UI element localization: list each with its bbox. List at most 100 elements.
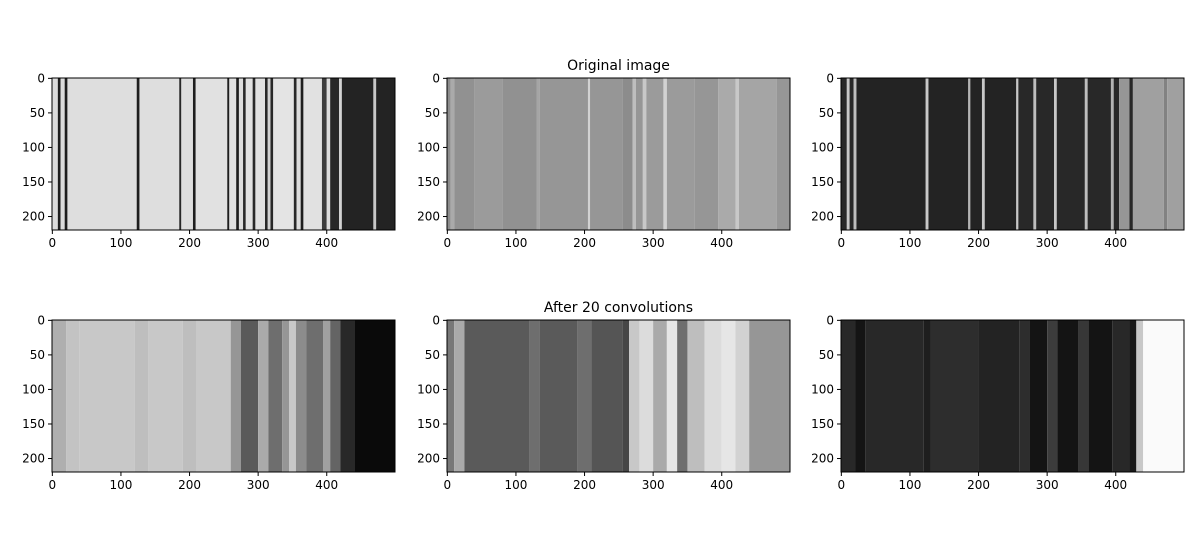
y-tick-label: 100 <box>417 140 440 154</box>
pixel-column <box>536 78 540 230</box>
pixel-column <box>1136 320 1144 472</box>
pixel-column <box>295 320 307 472</box>
y-tick-label: 100 <box>22 140 45 154</box>
pixel-column <box>1016 78 1019 230</box>
pixel-column <box>339 78 342 230</box>
pixel-column <box>735 320 750 472</box>
panel-title: After 20 convolutions <box>544 300 693 316</box>
pixel-column <box>1129 78 1133 230</box>
pixel-column <box>694 78 719 230</box>
pixel-column <box>79 320 135 472</box>
pixel-column <box>1078 320 1089 472</box>
x-tick-label: 300 <box>642 478 665 492</box>
y-tick-label: 200 <box>811 210 834 224</box>
y-tick-label: 50 <box>30 348 45 362</box>
pixel-column <box>978 320 1020 472</box>
pixel-column <box>1056 78 1085 230</box>
pixel-column <box>1018 78 1034 230</box>
pixel-column <box>454 78 475 230</box>
x-tick-label: 400 <box>1104 236 1127 250</box>
pixel-column <box>1087 78 1111 230</box>
y-tick-label: 150 <box>811 175 834 189</box>
x-tick-label: 0 <box>838 236 846 250</box>
pixel-column <box>846 78 850 230</box>
y-tick-label: 50 <box>425 106 440 120</box>
pixel-column <box>321 78 327 230</box>
pixel-column <box>265 78 268 230</box>
pixel-column <box>136 78 140 230</box>
pixel-column <box>258 320 269 472</box>
pixel-column <box>230 320 241 472</box>
pixel-column <box>1167 78 1184 230</box>
y-tick-label: 0 <box>432 71 440 85</box>
x-tick-label: 0 <box>444 236 452 250</box>
pixel-column <box>1057 320 1079 472</box>
x-tick-label: 200 <box>178 478 201 492</box>
y-tick-label: 200 <box>417 210 440 224</box>
pixel-column <box>928 78 969 230</box>
x-tick-label: 400 <box>710 478 733 492</box>
pixel-column <box>639 320 654 472</box>
pixel-column <box>182 320 197 472</box>
pixel-column <box>341 78 374 230</box>
y-tick-label: 150 <box>811 417 834 431</box>
y-tick-label: 0 <box>826 313 834 327</box>
y-tick-label: 200 <box>811 452 834 466</box>
y-tick-label: 50 <box>30 106 45 120</box>
pixel-column <box>289 320 296 472</box>
y-tick-label: 100 <box>811 382 834 396</box>
x-tick-label: 100 <box>898 236 921 250</box>
x-tick-label: 400 <box>315 478 338 492</box>
pixel-column <box>192 78 196 230</box>
pixel-column <box>464 320 530 472</box>
pixel-column <box>622 320 630 472</box>
pixel-column <box>323 320 331 472</box>
pixel-column <box>66 320 80 472</box>
pixel-column <box>273 78 294 230</box>
pixel-column <box>139 78 180 230</box>
x-tick-label: 400 <box>710 236 733 250</box>
pixel-column <box>373 78 377 230</box>
pixel-column <box>179 78 182 230</box>
pixel-column <box>267 78 271 230</box>
x-tick-label: 400 <box>1104 478 1127 492</box>
pixel-column <box>776 78 790 230</box>
pixel-column <box>52 320 67 472</box>
x-tick-label: 300 <box>1036 236 1059 250</box>
y-tick-label: 100 <box>811 140 834 154</box>
pixel-column <box>984 78 1017 230</box>
x-tick-label: 300 <box>247 478 270 492</box>
y-tick-label: 50 <box>819 348 834 362</box>
pixel-column <box>300 78 304 230</box>
y-tick-label: 200 <box>22 210 45 224</box>
axes-frame <box>840 77 1185 231</box>
pixel-column <box>303 78 322 230</box>
y-tick-label: 150 <box>417 417 440 431</box>
pixel-column <box>268 320 283 472</box>
pixel-column <box>330 320 341 472</box>
pixel-column <box>236 78 239 230</box>
pixel-column <box>590 78 623 230</box>
pixel-column <box>923 320 931 472</box>
pixel-column <box>849 78 854 230</box>
pixel-column <box>687 320 705 472</box>
pixel-column <box>60 78 65 230</box>
pixel-column <box>196 320 231 472</box>
pixel-column <box>1110 78 1114 230</box>
x-tick-label: 200 <box>178 236 201 250</box>
pixel-column <box>1033 78 1037 230</box>
y-tick-label: 100 <box>22 382 45 396</box>
pixel-column <box>865 320 924 472</box>
x-tick-label: 0 <box>838 478 846 492</box>
pixel-column <box>841 320 856 472</box>
pixel-column <box>57 78 61 230</box>
pixel-column <box>1132 78 1164 230</box>
pixel-column <box>1019 320 1030 472</box>
pixel-column <box>1029 320 1048 472</box>
pixel-column <box>245 78 253 230</box>
pixel-column <box>252 78 256 230</box>
x-tick-label: 200 <box>573 236 596 250</box>
axes-frame <box>446 319 791 473</box>
y-tick-label: 150 <box>22 175 45 189</box>
pixel-column <box>330 78 340 230</box>
